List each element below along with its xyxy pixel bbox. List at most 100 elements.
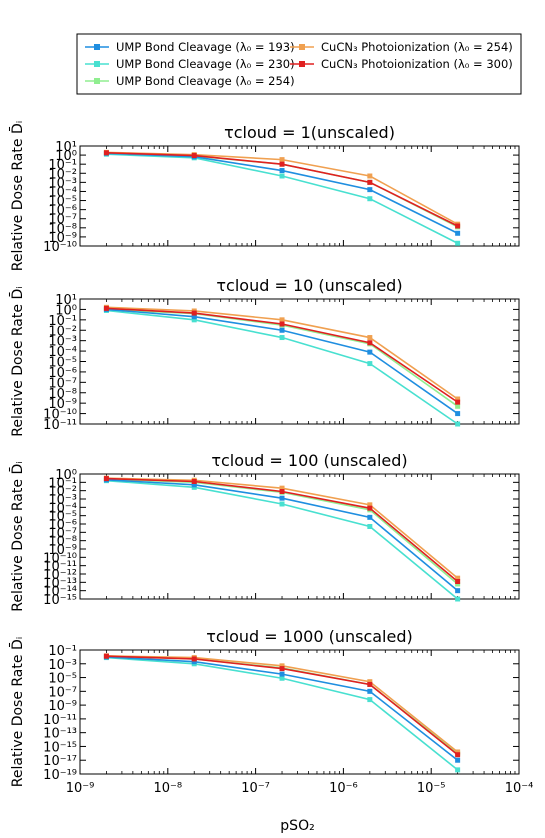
y-tick-label: 10⁻⁵	[48, 195, 77, 210]
data-point	[455, 749, 461, 755]
y-tick-label: 10⁰	[55, 303, 77, 318]
y-tick-label: 10⁻²	[48, 485, 77, 500]
data-point	[455, 757, 461, 763]
data-point	[367, 697, 373, 703]
y-tick-label: 10⁰	[55, 149, 77, 164]
data-point	[455, 767, 461, 773]
chart-panel: τcloud = 10 (unscaled) Relative Dose Rate…	[8, 276, 520, 437]
legend-entry-label: UMP Bond Cleavage (λ₀ = 230)	[116, 57, 295, 71]
data-point	[279, 666, 285, 672]
data-point	[103, 653, 109, 659]
legend-entry-label: CuCN₃ Photoionization (λ₀ = 300)	[321, 57, 513, 71]
data-point	[103, 305, 109, 311]
data-point	[367, 502, 373, 508]
y-tick-label: 10⁻⁶	[48, 204, 77, 219]
y-tick-label: 10⁻¹	[48, 644, 77, 659]
chart-title: τcloud = 10 (unscaled)	[216, 276, 402, 295]
legend-entry-label: UMP Bond Cleavage (λ₀ = 254)	[116, 74, 295, 88]
data-point	[367, 335, 373, 341]
y-tick-label: 10⁻⁷	[48, 213, 77, 228]
data-point	[191, 310, 197, 316]
data-point	[103, 150, 109, 156]
y-tick-label: 10⁻⁸	[48, 222, 77, 237]
y-tick-label: 10⁻⁶	[48, 518, 77, 533]
data-point	[367, 514, 373, 520]
legend-marker	[94, 44, 100, 50]
y-tick-label: 10⁻³	[48, 176, 77, 191]
data-point	[455, 399, 461, 405]
y-tick-label: 10⁻¹	[48, 314, 77, 329]
data-point	[455, 575, 461, 581]
y-tick-label: 10⁻⁷	[48, 685, 77, 700]
series-line	[106, 153, 458, 244]
y-tick-label: 10⁻⁵	[48, 672, 77, 687]
chart-title: τcloud = 1000 (unscaled)	[206, 627, 413, 646]
y-tick-label: 10⁰	[55, 468, 77, 483]
y-tick-label: 10⁻³	[48, 658, 77, 673]
y-tick-label: 10⁻¹⁴	[43, 585, 77, 600]
y-tick-label: 10⁻⁴	[48, 185, 77, 200]
x-tick-label: 10⁻⁷	[241, 781, 270, 796]
data-point	[455, 403, 461, 409]
y-tick-label: 10⁻¹¹	[43, 713, 77, 728]
data-point	[279, 675, 285, 681]
y-tick-label: 10⁻⁹	[48, 397, 77, 412]
data-point	[455, 421, 461, 427]
y-tick-label: 10⁻¹⁷	[43, 754, 77, 769]
y-tick-label: 10⁻⁶	[48, 366, 77, 381]
y-tick-label: 10⁻⁹	[48, 231, 77, 246]
y-tick-label: 10⁻³	[48, 493, 77, 508]
data-point	[279, 168, 285, 174]
x-tick-label: 10⁻⁶	[329, 781, 358, 796]
chart-title: τcloud = 100 (unscaled)	[211, 451, 407, 470]
plot-frame	[79, 145, 520, 247]
y-tick-label: 10⁻¹³	[43, 576, 77, 591]
data-point	[279, 663, 285, 669]
data-point	[279, 335, 285, 341]
y-tick-label: 10⁻¹	[48, 476, 77, 491]
data-point	[367, 187, 373, 193]
x-axis-label: pSO₂	[280, 818, 314, 834]
data-point	[455, 411, 461, 417]
data-point	[455, 579, 461, 584]
data-point	[367, 361, 373, 367]
data-point	[455, 223, 461, 229]
data-point	[191, 482, 197, 488]
y-tick-label: 10⁻³	[48, 335, 77, 350]
data-point	[279, 671, 285, 677]
y-tick-label: 10⁻⁵	[48, 356, 77, 371]
chart-title: τcloud = 1(unscaled)	[224, 123, 395, 142]
data-point	[191, 659, 197, 665]
x-tick-label: 10⁻⁵	[417, 781, 446, 796]
y-tick-label: 10⁻¹⁵	[43, 740, 77, 755]
data-point	[191, 153, 197, 159]
x-tick-label: 10⁻⁴	[505, 781, 534, 796]
y-tick-label: 10⁻¹²	[43, 568, 77, 583]
legend-marker	[299, 61, 305, 67]
y-tick-label: 10⁻⁴	[48, 345, 77, 360]
y-tick-label: 10⁻⁹	[48, 543, 77, 558]
plot-frame	[79, 298, 520, 425]
y-axis-label: Relative Dose Rate D̄ᵢ	[8, 461, 26, 611]
legend-marker	[94, 61, 100, 67]
y-tick-label: 10¹	[55, 140, 77, 155]
data-point	[455, 596, 461, 602]
data-point	[279, 321, 285, 327]
legend-marker	[299, 44, 305, 50]
data-point	[367, 173, 373, 179]
chart-panel: τcloud = 1000 (unscaled) Relative Dose Ra…	[8, 627, 533, 796]
y-tick-label: 10⁻²	[48, 167, 77, 182]
data-point	[455, 752, 461, 758]
y-tick-label: 10⁻¹⁰	[43, 551, 77, 566]
y-axis-label: Relative Dose Rate D̄ᵢ	[8, 637, 26, 787]
data-point	[455, 240, 461, 246]
y-tick-label: 10¹	[55, 293, 77, 308]
data-point	[279, 327, 285, 333]
chart-panel: τcloud = 100 (unscaled) Relative Dose Rat…	[8, 451, 520, 612]
data-point	[455, 230, 461, 236]
data-point	[279, 485, 285, 491]
y-tick-label: 10⁻⁷	[48, 376, 77, 391]
plot-frame	[79, 649, 520, 775]
data-point	[279, 495, 285, 501]
y-tick-label: 10⁻⁵	[48, 510, 77, 525]
